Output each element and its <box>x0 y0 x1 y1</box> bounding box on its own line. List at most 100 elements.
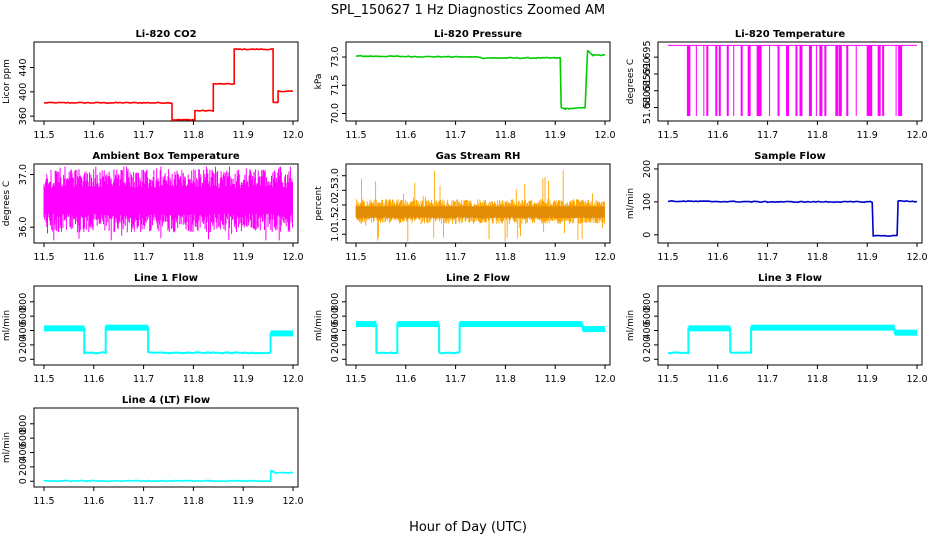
noise-band <box>459 321 583 328</box>
x-tick-label: 11.9 <box>857 374 878 385</box>
x-tick-label: 12.0 <box>594 130 615 141</box>
panel-title: Line 2 Flow <box>446 273 510 284</box>
x-tick-label: 11.7 <box>757 130 778 141</box>
x-axis-title: Hour of Day (UTC) <box>409 520 527 535</box>
y-tick-label: 600 <box>642 307 653 325</box>
dip-mark <box>715 45 718 116</box>
y-axis-label: Licor ppm <box>2 59 12 104</box>
noise-band <box>43 166 293 241</box>
noise-band <box>894 329 918 336</box>
y-axis-label: degrees C <box>2 181 12 226</box>
panel-title: Gas Stream RH <box>436 151 521 162</box>
x-tick-label: 11.6 <box>83 130 104 141</box>
noise-band <box>355 170 605 242</box>
panel-title: Ambient Box Temperature <box>92 151 239 162</box>
dip-mark <box>835 45 839 116</box>
y-tick-label: 1.0 <box>330 227 341 242</box>
y-tick-label: 400 <box>18 83 29 101</box>
x-tick-label: 11.8 <box>807 252 828 263</box>
plot-frame <box>33 41 299 122</box>
x-tick-label: 11.6 <box>395 374 416 385</box>
x-tick-label: 11.9 <box>233 374 254 385</box>
dip-mark <box>819 45 823 116</box>
x-tick-label: 11.8 <box>495 374 516 385</box>
data-series <box>355 321 606 355</box>
y-tick-label: 600 <box>330 307 341 325</box>
y-tick-label: 1.5 <box>330 212 341 227</box>
x-tick-label: 11.6 <box>83 252 104 263</box>
dip-mark <box>726 45 729 116</box>
x-tick-label: 11.6 <box>83 496 104 507</box>
y-tick-label: 400 <box>642 321 653 339</box>
y-tick-label: 200 <box>18 458 29 476</box>
x-tick-label: 11.7 <box>445 252 466 263</box>
series-line <box>355 322 606 355</box>
data-series <box>667 44 918 116</box>
y-tick-label: 800 <box>642 293 653 311</box>
data-series <box>667 199 918 237</box>
x-tick-label: 11.5 <box>33 374 54 385</box>
dip-mark <box>706 45 709 116</box>
plot-frame <box>657 163 923 244</box>
y-tick-label: 200 <box>18 336 29 354</box>
x-tick-label: 11.9 <box>857 252 878 263</box>
dip-mark <box>808 45 812 116</box>
x-tick-label: 11.5 <box>657 130 678 141</box>
panel-title: Line 1 Flow <box>134 273 198 284</box>
x-tick-label: 11.5 <box>33 252 54 263</box>
dip-mark <box>869 45 873 116</box>
series-line <box>43 326 294 355</box>
noise-band <box>397 321 440 328</box>
x-tick-label: 11.5 <box>657 252 678 263</box>
noise-band <box>582 326 606 333</box>
data-series <box>667 324 918 355</box>
y-tick-label: 800 <box>18 293 29 311</box>
x-tick-label: 11.7 <box>445 130 466 141</box>
y-tick-label: 2.5 <box>330 183 341 198</box>
dip-mark <box>882 45 885 116</box>
noise-band <box>43 325 85 332</box>
band-core <box>355 206 606 219</box>
y-tick-label: 0 <box>18 356 29 362</box>
x-tick-label: 11.5 <box>33 496 54 507</box>
x-tick-label: 11.6 <box>707 374 728 385</box>
y-tick-label: 800 <box>18 415 29 433</box>
dip-mark <box>740 45 743 116</box>
y-tick-label: 73.0 <box>330 46 341 67</box>
data-series <box>44 469 294 483</box>
x-tick-label: 11.9 <box>233 130 254 141</box>
x-tick-label: 12.0 <box>594 252 615 263</box>
dip-mark <box>824 45 827 116</box>
y-tick-label: 200 <box>642 160 653 178</box>
x-tick-label: 11.8 <box>183 130 204 141</box>
x-tick-label: 12.0 <box>906 252 927 263</box>
x-tick-label: 11.8 <box>807 130 828 141</box>
plot-frame <box>657 41 923 122</box>
y-tick-label: 36.0 <box>18 217 29 238</box>
dip-mark <box>877 45 881 116</box>
panel-2: Li-820 Temperature degrees C 51.68051.6855… <box>626 29 928 141</box>
dip-mark <box>695 45 697 116</box>
plot-frame <box>345 285 611 366</box>
dip-mark <box>703 45 705 116</box>
x-tick-label: 11.6 <box>395 252 416 263</box>
panel-3: Ambient Box Temperature degrees C 36.0 37.0… <box>2 151 304 263</box>
x-tick-label: 12.0 <box>282 374 303 385</box>
y-axis-label: ml/min <box>626 310 636 341</box>
dip-mark <box>759 45 762 116</box>
x-tick-label: 11.6 <box>395 130 416 141</box>
y-axis-label: ml/min <box>626 188 636 219</box>
y-tick-label: 0 <box>18 478 29 484</box>
x-tick-label: 12.0 <box>282 496 303 507</box>
plot-frame <box>345 163 611 244</box>
noise-band <box>105 324 149 331</box>
x-tick-label: 11.8 <box>183 252 204 263</box>
dip-mark <box>898 45 903 116</box>
dip-mark <box>815 45 817 116</box>
y-tick-label: 600 <box>18 307 29 325</box>
y-tick-label: 71.5 <box>330 75 341 96</box>
x-tick-label: 11.5 <box>657 374 678 385</box>
y-tick-label: 0 <box>642 356 653 362</box>
x-tick-label: 11.5 <box>345 252 366 263</box>
